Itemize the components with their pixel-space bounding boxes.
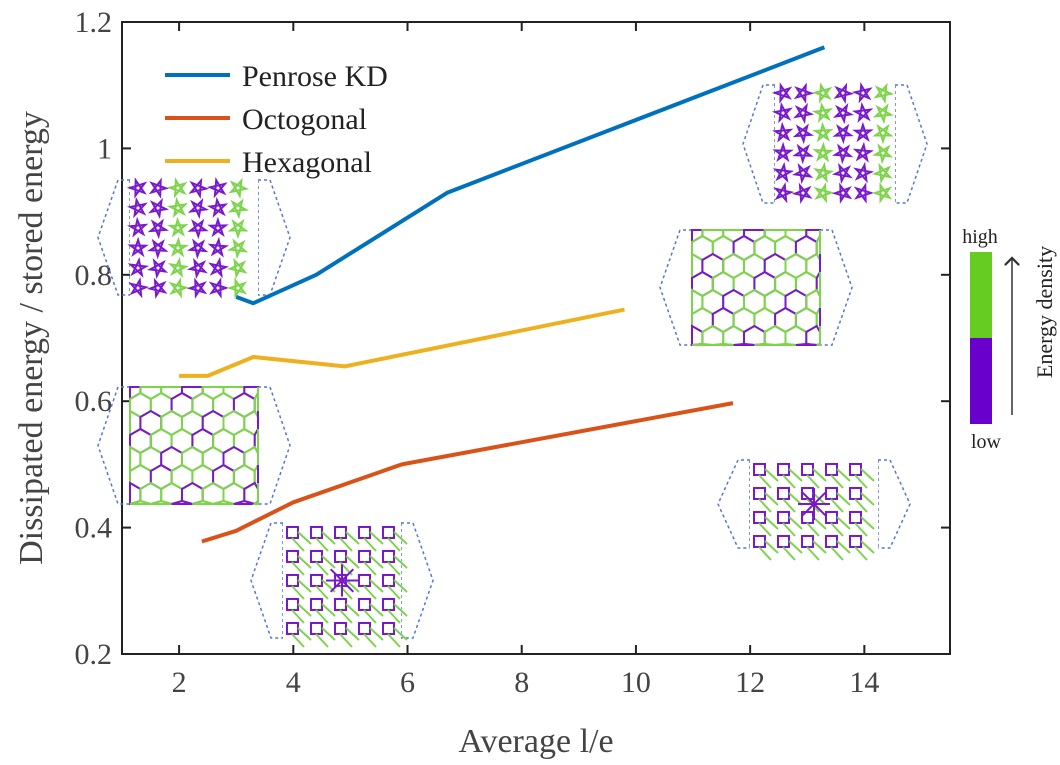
lattice-inset bbox=[717, 459, 911, 561]
plot-area bbox=[121, 21, 951, 655]
x-tick-label: 2 bbox=[172, 666, 187, 699]
colorbar-high-label: high bbox=[962, 226, 998, 248]
x-axis-title: Average l/e bbox=[458, 723, 613, 760]
y-tick-label: 0.8 bbox=[75, 259, 113, 292]
lattice-inset bbox=[742, 82, 928, 204]
y-tick-label: 0.4 bbox=[75, 512, 113, 545]
x-tick-label: 12 bbox=[735, 666, 765, 699]
colorbar-low-swatch bbox=[970, 338, 992, 424]
y-axis-title: Dissipated energy / stored energy bbox=[13, 111, 50, 565]
legend-label-octogonal: Octogonal bbox=[242, 103, 367, 136]
x-tick-label: 14 bbox=[849, 666, 879, 699]
y-tick-label: 0.2 bbox=[75, 638, 113, 671]
legend-label-penrose: Penrose KD bbox=[242, 60, 388, 93]
x-tick-label: 4 bbox=[286, 666, 301, 699]
colorbar-low-label: low bbox=[971, 431, 1002, 453]
x-tick-label: 6 bbox=[400, 666, 415, 699]
lattice-inset bbox=[659, 229, 853, 347]
legend-label-hexagonal: Hexagonal bbox=[242, 146, 372, 179]
lattice-inset bbox=[250, 522, 434, 648]
lattice-inset-images bbox=[97, 82, 928, 648]
y-tick-label: 1 bbox=[97, 132, 112, 165]
x-tick-label: 10 bbox=[621, 666, 651, 699]
series-line-octogonal bbox=[201, 401, 734, 544]
legend: Penrose KD Octogonal Hexagonal bbox=[165, 60, 388, 179]
colorbar-title: Energy density bbox=[1032, 246, 1057, 378]
y-tick-label: 1.2 bbox=[75, 6, 113, 39]
series-line-penrose-kd bbox=[235, 45, 826, 306]
series-line-hexagonal bbox=[179, 307, 625, 378]
colorbar: high low Energy density bbox=[962, 226, 1057, 453]
x-tick-label: 8 bbox=[514, 666, 529, 699]
lattice-inset bbox=[97, 386, 291, 506]
lattice-inset bbox=[97, 177, 291, 299]
y-tick-label: 0.6 bbox=[75, 385, 113, 418]
colorbar-high-swatch bbox=[970, 252, 992, 338]
